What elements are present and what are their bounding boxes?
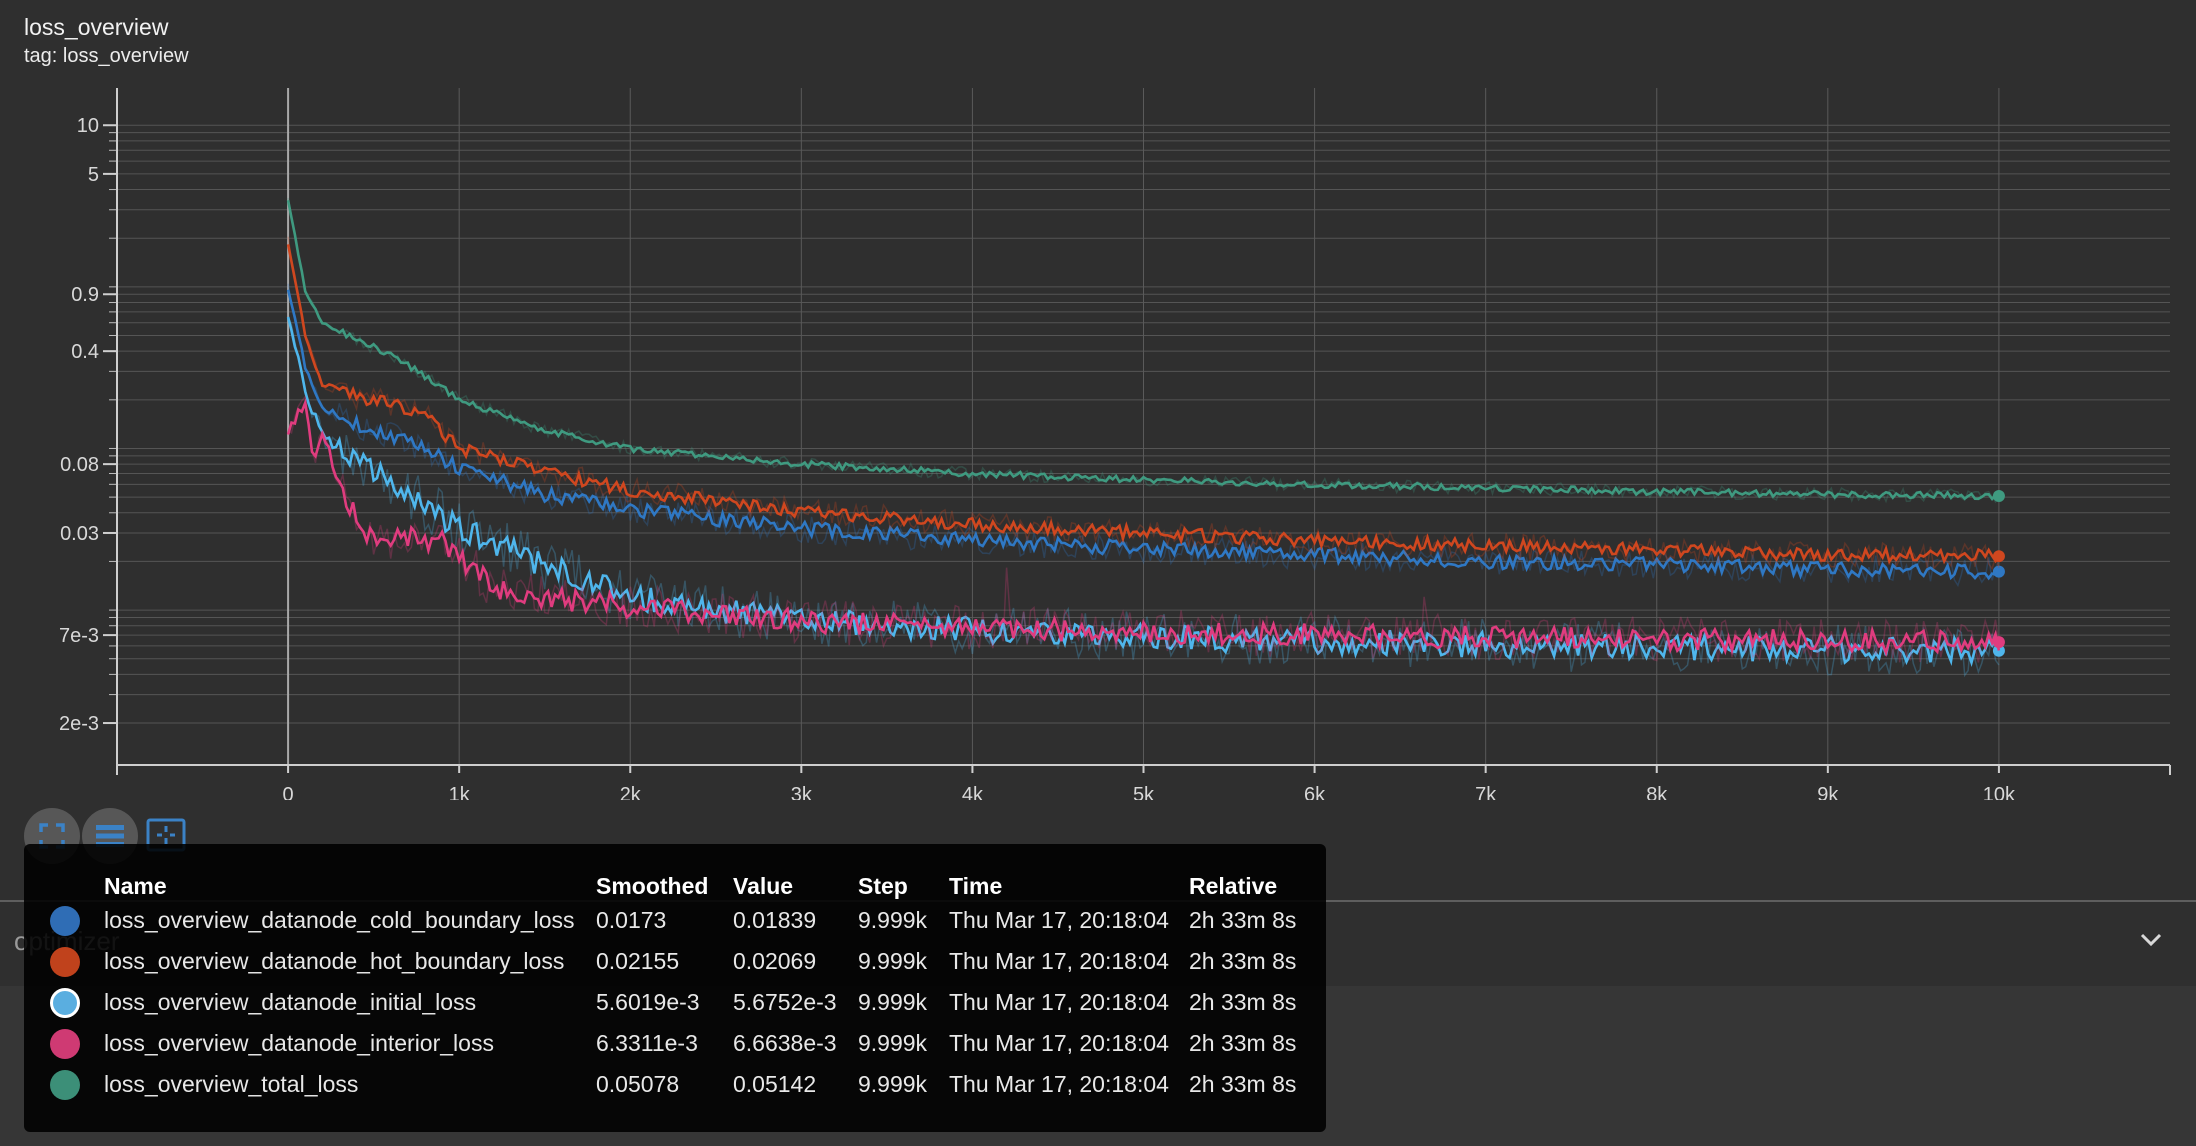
row-smoothed: 0.02155 — [596, 948, 680, 974]
y-tick-label: 5 — [88, 164, 99, 186]
row-value: 0.05142 — [733, 1071, 817, 1097]
row-smoothed: 0.0173 — [596, 907, 667, 933]
tooltip-panel: Name Smoothed Value Step Time Relative l… — [24, 844, 1326, 1132]
row-time: Thu Mar 17, 20:18:04 — [949, 907, 1169, 933]
row-step: 9.999k — [858, 907, 928, 933]
row-name: loss_overview_datanode_cold_boundary_los… — [104, 907, 575, 933]
y-tick-label: 7e-3 — [59, 625, 99, 647]
series-end-point — [1992, 565, 2005, 578]
series-end-point — [1992, 550, 2005, 563]
smoothed-header: Smoothed — [596, 873, 709, 899]
x-tick-label: 3k — [791, 784, 813, 800]
row-name: loss_overview_datanode_interior_loss — [104, 1030, 494, 1056]
x-tick-label: 6k — [1304, 784, 1326, 800]
series-end-point — [1992, 644, 2005, 657]
series-color-dot — [50, 1069, 80, 1100]
row-relative: 2h 33m 8s — [1189, 948, 1297, 974]
table-row: loss_overview_datanode_cold_boundary_los… — [24, 900, 1319, 941]
row-time: Thu Mar 17, 20:18:04 — [949, 1030, 1169, 1056]
series-raw-line — [287, 236, 2000, 571]
row-time: Thu Mar 17, 20:18:04 — [949, 948, 1169, 974]
row-smoothed: 5.6019e-3 — [596, 989, 700, 1015]
time-header: Time — [949, 873, 1003, 899]
row-name: loss_overview_datanode_initial_loss — [104, 989, 477, 1015]
row-step: 9.999k — [858, 1030, 928, 1056]
y-tick-label: 0.9 — [71, 284, 99, 306]
series-end-point — [1992, 636, 2005, 649]
row-relative: 2h 33m 8s — [1189, 907, 1297, 933]
fullscreen-icon — [39, 823, 65, 849]
table-row: loss_overview_datanode_hot_boundary_loss… — [24, 941, 1319, 982]
x-tick-label: 1k — [449, 784, 471, 800]
row-time: Thu Mar 17, 20:18:04 — [949, 1071, 1169, 1097]
row-step: 9.999k — [858, 989, 928, 1015]
relative-header: Relative — [1189, 873, 1278, 899]
series-line — [286, 289, 2000, 581]
table-row: loss_overview_datanode_initial_loss 5.601… — [24, 982, 1319, 1023]
name-header: Name — [104, 873, 167, 899]
x-tick-label: 2k — [620, 784, 642, 800]
series-color-cell — [24, 1023, 104, 1064]
row-smoothed: 0.05078 — [596, 1071, 680, 1097]
x-tick-label: 9k — [1817, 784, 1839, 800]
row-relative: 2h 33m 8s — [1189, 1030, 1297, 1056]
series-line — [286, 244, 2001, 565]
row-value: 6.6638e-3 — [733, 1030, 837, 1056]
y-tick-label: 0.08 — [60, 454, 99, 476]
series-line — [286, 199, 1999, 501]
row-step: 9.999k — [858, 1071, 928, 1097]
series-color-dot — [50, 987, 80, 1018]
x-tick-label: 5k — [1133, 784, 1155, 800]
series-color-cell — [24, 941, 104, 982]
row-relative: 2h 33m 8s — [1189, 989, 1297, 1015]
row-smoothed: 6.3311e-3 — [596, 1030, 698, 1056]
series-color-cell — [24, 982, 104, 1023]
table-row: loss_overview_datanode_interior_loss 6.33… — [24, 1023, 1319, 1064]
series-color-cell — [24, 1064, 104, 1105]
y-tick-label: 0.03 — [60, 523, 99, 545]
series-raw-line — [287, 317, 2000, 678]
series-line — [286, 397, 2001, 658]
y-tick-label: 0.4 — [71, 341, 99, 363]
series-color-cell — [24, 900, 104, 941]
chart-title: loss_overview — [24, 14, 169, 40]
tooltip-header-row: Name Smoothed Value Step Time Relative — [24, 844, 1319, 900]
table-row: loss_overview_total_loss 0.05078 0.05142 9.… — [24, 1064, 1319, 1105]
series-line — [286, 316, 1999, 668]
row-name: loss_overview_total_loss — [104, 1071, 359, 1097]
row-step: 9.999k — [858, 948, 928, 974]
tooltip-table: Name Smoothed Value Step Time Relative l… — [24, 844, 1319, 1105]
value-header: Value — [733, 873, 794, 899]
chart-tag: tag: loss_overview — [24, 45, 189, 67]
x-tick-label: 8k — [1646, 784, 1668, 800]
row-value: 0.01839 — [733, 907, 817, 933]
row-value: 0.02069 — [733, 948, 817, 974]
row-relative: 2h 33m 8s — [1189, 1071, 1297, 1097]
series-color-dot — [50, 946, 80, 977]
color-header — [24, 844, 104, 900]
row-value: 5.6752e-3 — [733, 989, 837, 1015]
x-tick-label: 7k — [1475, 784, 1497, 800]
x-tick-label: 10k — [1983, 784, 2016, 800]
series-end-point — [1992, 490, 2005, 503]
x-tick-label: 0 — [283, 784, 294, 800]
step-header: Step — [858, 873, 908, 899]
series-color-dot — [50, 905, 80, 936]
x-tick-label: 4k — [962, 784, 984, 800]
series-color-dot — [50, 1028, 80, 1059]
y-tick-label: 2e-3 — [59, 713, 99, 735]
y-tick-label: 10 — [77, 115, 99, 137]
row-name: loss_overview_datanode_hot_boundary_loss — [104, 948, 565, 974]
loss-chart[interactable]: 0 1k 2k 3k 4k 5k 6k 7k 8k 9k 10k 10 5 0.9 0.4 0.08 0.03 7… — [0, 0, 2196, 800]
chevron-down-icon[interactable] — [2136, 924, 2166, 954]
row-time: Thu Mar 17, 20:18:04 — [949, 989, 1169, 1015]
